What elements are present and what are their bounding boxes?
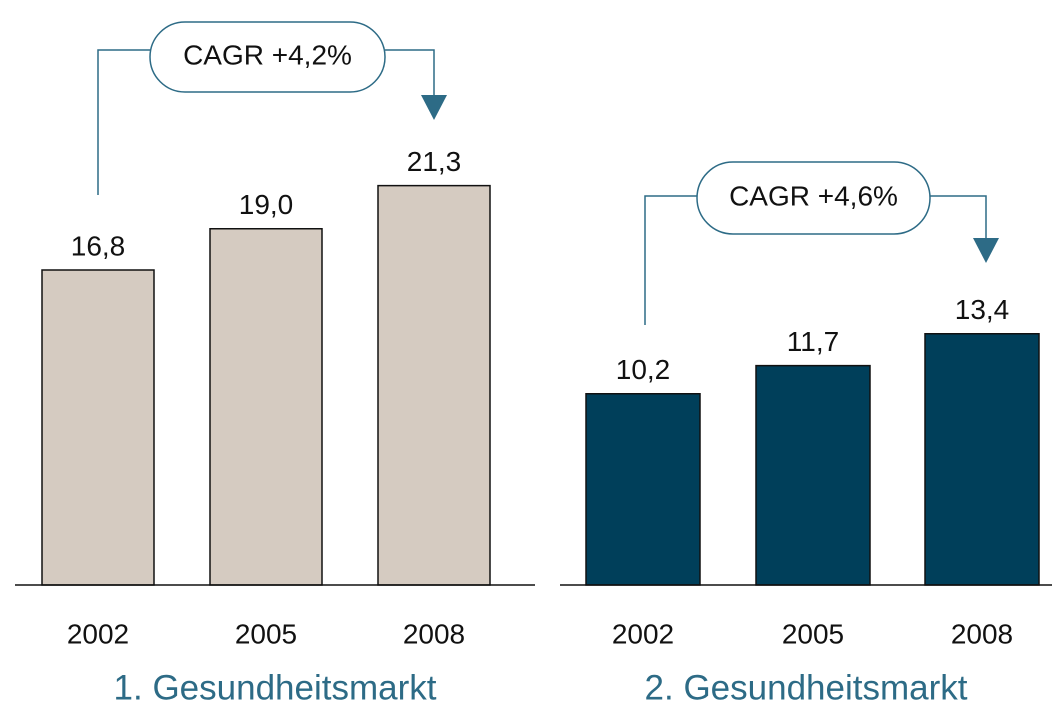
annotation-box [149, 21, 386, 93]
bar [41, 269, 155, 586]
value-label: 10,2 [616, 354, 671, 385]
annotation-arrow [973, 238, 999, 263]
bar [755, 364, 871, 586]
annotation-box [696, 161, 931, 235]
x-tick-label: 2002 [612, 618, 674, 649]
value-label: 11,7 [787, 326, 839, 357]
annotation-line [930, 195, 987, 238]
chart-title: 1. Gesundheitsmarkt [114, 668, 437, 707]
bar [585, 393, 701, 586]
annotation-line [97, 49, 150, 195]
x-tick-label: 2008 [403, 618, 465, 649]
annotation: CAGR +4,2% [183, 39, 352, 70]
bar [377, 184, 491, 586]
value-label: 13,4 [955, 294, 1010, 325]
bar [209, 228, 323, 586]
annotation-line [644, 195, 697, 325]
annotation-line [385, 49, 435, 95]
x-tick-label: 2005 [782, 618, 844, 649]
value-label: 21,3 [407, 146, 462, 177]
value-label: 19,0 [239, 189, 294, 220]
chart-title: 2. Gesundheitsmarkt [645, 668, 968, 707]
x-tick-label: 2005 [235, 618, 297, 649]
annotation-arrow [421, 95, 447, 120]
x-tick-label: 2002 [67, 618, 129, 649]
x-tick-label: 2008 [951, 618, 1013, 649]
annotation: CAGR +4,6% [729, 180, 898, 211]
value-label: 16,8 [71, 230, 126, 261]
bar [924, 333, 1040, 586]
